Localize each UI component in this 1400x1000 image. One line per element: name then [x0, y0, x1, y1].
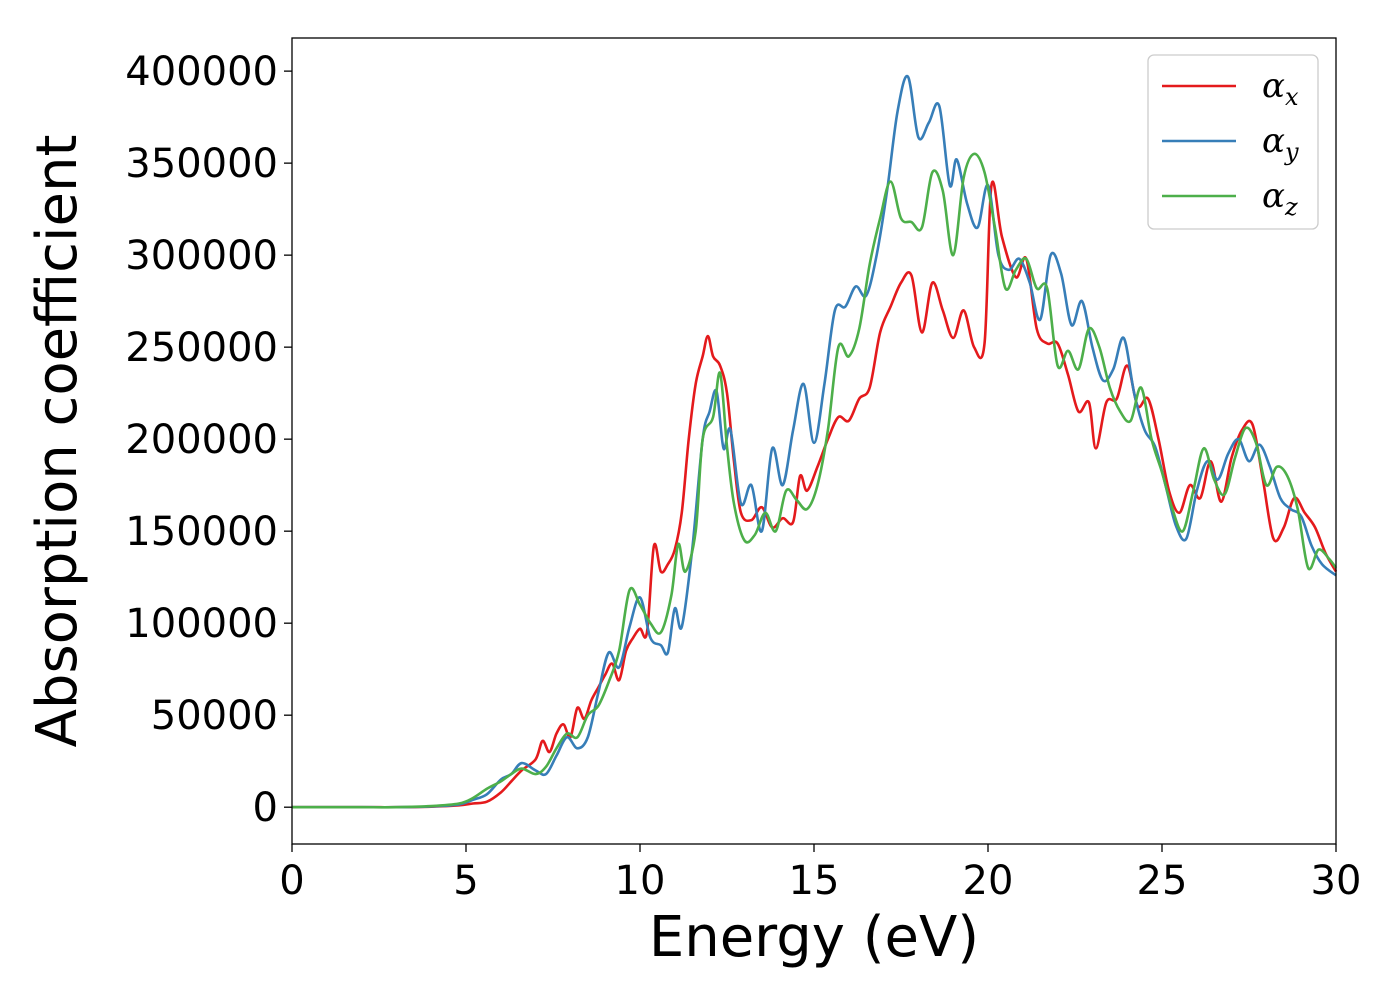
- y-axis: 0 50000 100000 150000 200000 250000 300000 3500…: [125, 49, 292, 831]
- series-layer: [292, 74, 1338, 809]
- y-tick-label: 0: [253, 785, 278, 831]
- x-tick-label: 5: [453, 858, 478, 904]
- y-tick-label: 200000: [125, 417, 278, 463]
- x-axis: 0 5 10 15 20 25 30: [279, 844, 1361, 904]
- x-tick-label: 25: [1137, 858, 1188, 904]
- y-tick-label: 400000: [125, 49, 278, 95]
- x-tick-label: 30: [1311, 858, 1362, 904]
- y-tick-label: 300000: [125, 233, 278, 279]
- x-tick-label: 10: [615, 858, 666, 904]
- y-tick-label: 50000: [151, 693, 278, 739]
- x-tick-label: 20: [963, 858, 1014, 904]
- legend-label-y: αy: [1262, 121, 1299, 166]
- x-tick-label: 0: [279, 858, 304, 904]
- y-axis-title: Absorption coefficient: [25, 135, 90, 748]
- y-tick-label: 100000: [125, 601, 278, 647]
- y-tick-label: 250000: [125, 325, 278, 371]
- x-tick-label: 15: [789, 858, 840, 904]
- x-axis-title: Energy (eV): [649, 905, 979, 970]
- y-tick-label: 350000: [125, 141, 278, 187]
- y-tick-label: 150000: [125, 509, 278, 555]
- series-line-z: [292, 152, 1338, 809]
